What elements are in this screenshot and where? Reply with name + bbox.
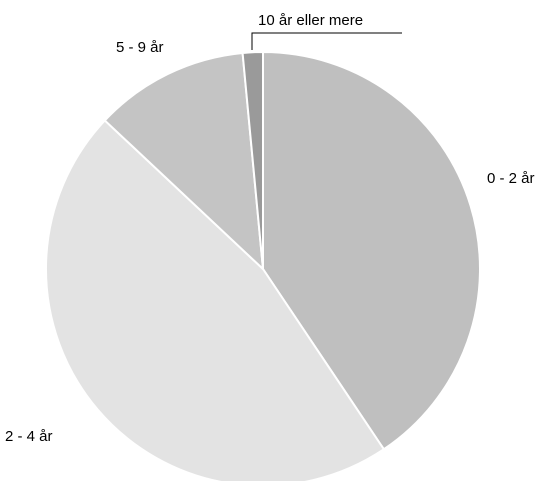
- pie-slice-5-9-aar: [103, 51, 264, 270]
- slice-label-10-aar-eller-mere: 10 år eller mere: [258, 12, 363, 29]
- leader-line-10-aar-eller-mere: [251, 32, 402, 50]
- pie-slice-0-2-aar: [262, 51, 481, 451]
- leader-lines: [251, 32, 402, 50]
- pie-slice-10-aar-eller-mere: [241, 50, 264, 270]
- slice-label-2-4-aar: 2 - 4 år: [5, 428, 53, 445]
- pie-slice-2-4-aar: [45, 119, 385, 481]
- slice-label-5-9-aar: 5 - 9 år: [116, 39, 164, 56]
- pie-labels: 0 - 2 år 2 - 4 år 5 - 9 år 10 år eller m…: [5, 12, 535, 445]
- slice-label-0-2-aar: 0 - 2 år: [487, 170, 535, 187]
- pie-slices: [45, 50, 481, 481]
